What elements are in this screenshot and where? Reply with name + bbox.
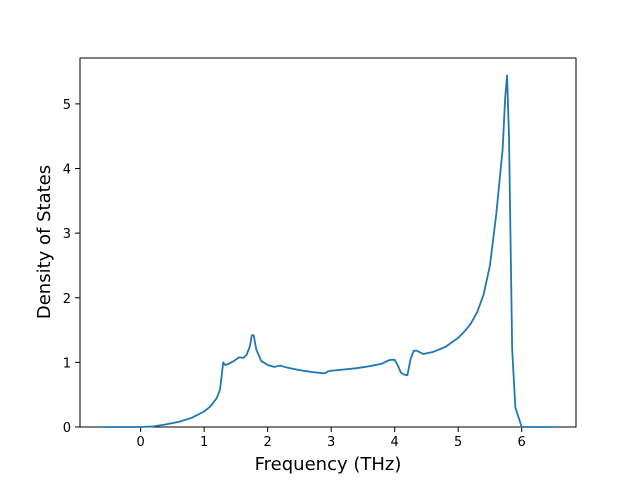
x-tick-label: 6 bbox=[518, 435, 526, 450]
y-tick-label: 5 bbox=[63, 98, 71, 113]
x-tick-label: 1 bbox=[200, 435, 208, 450]
x-tick-label: 4 bbox=[391, 435, 399, 450]
y-tick-label: 0 bbox=[63, 421, 71, 436]
y-tick-label: 1 bbox=[63, 356, 71, 371]
x-tick-label: 2 bbox=[264, 435, 272, 450]
x-tick-label: 5 bbox=[454, 435, 462, 450]
y-tick-label: 2 bbox=[63, 292, 71, 307]
y-tick-label: 4 bbox=[63, 163, 71, 178]
x-tick-label: 0 bbox=[137, 435, 145, 450]
x-tick-label: 3 bbox=[327, 435, 335, 450]
dos-line bbox=[102, 74, 554, 428]
y-tick-label: 3 bbox=[63, 227, 71, 242]
axes-frame bbox=[79, 57, 577, 428]
x-axis-label: Frequency (THz) bbox=[255, 454, 402, 475]
y-axis-label: Density of States bbox=[34, 165, 55, 319]
